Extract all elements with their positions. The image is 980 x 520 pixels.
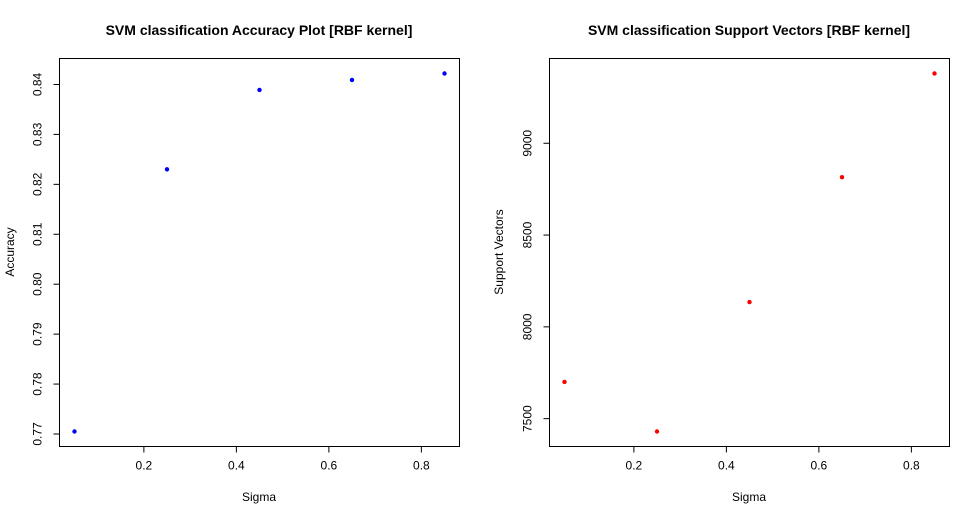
support-vectors-data-point [654,429,660,434]
support-vectors-data-point [839,175,845,180]
accuracy-y-tick-label: 0.84 [31,72,45,96]
accuracy-x-axis: 0.2 0.4 0.6 0.8 [136,446,430,473]
accuracy-data-points [72,71,447,434]
accuracy-y-tick-label: 0.77 [31,422,45,446]
accuracy-data-point [72,429,77,434]
accuracy-x-tick-label: 0.8 [413,459,430,473]
accuracy-plot-frame [59,58,460,447]
support-vectors-x-axis-title: Sigma [732,490,766,504]
accuracy-data-point [257,87,262,93]
accuracy-data-point [349,77,355,83]
accuracy-plot-panel: SVM classification Accuracy Plot [RBF ke… [3,22,460,504]
accuracy-y-tick-label: 0.83 [31,122,45,146]
accuracy-y-tick-label: 0.81 [31,222,45,246]
support-vectors-y-axis-title: Support Vectors [492,209,506,294]
accuracy-plot-title: SVM classification Accuracy Plot [RBF ke… [106,22,413,38]
accuracy-y-axis-title: Accuracy [3,227,17,276]
accuracy-y-axis: 0.77 0.78 0.79 0.80 0.81 0.82 0.83 0.84 [31,72,60,446]
accuracy-x-axis-title: Sigma [242,490,276,504]
support-vectors-y-tick-label: 8500 [521,221,535,248]
support-vectors-data-point [747,299,752,305]
support-vectors-plot-panel: SVM classification Support Vectors [RBF … [492,22,950,504]
support-vectors-x-axis: 0.2 0.4 0.6 0.8 [626,446,920,473]
accuracy-data-point [442,71,447,76]
support-vectors-x-tick-label: 0.8 [903,459,920,473]
support-vectors-x-tick-label: 0.4 [718,459,735,473]
accuracy-y-tick-label: 0.79 [31,322,45,346]
support-vectors-x-tick-label: 0.2 [626,459,643,473]
support-vectors-data-point [932,71,937,76]
support-vectors-data-point [562,379,567,385]
support-vectors-data-points [562,71,937,434]
accuracy-y-tick-label: 0.82 [31,172,45,196]
support-vectors-y-tick-label: 8000 [521,313,535,340]
accuracy-x-tick-label: 0.2 [136,459,153,473]
accuracy-x-tick-label: 0.4 [228,459,245,473]
accuracy-x-tick-label: 0.6 [321,459,338,473]
support-vectors-plot-title: SVM classification Support Vectors [RBF … [588,22,910,38]
accuracy-y-tick-label: 0.80 [31,272,45,296]
support-vectors-y-axis: 7500 8000 8500 9000 [521,130,550,432]
support-vectors-plot-frame [549,58,950,447]
support-vectors-y-tick-label: 9000 [521,130,535,157]
accuracy-data-point [164,167,170,172]
support-vectors-y-tick-label: 7500 [521,405,535,432]
support-vectors-x-tick-label: 0.6 [811,459,828,473]
accuracy-y-tick-label: 0.78 [31,372,45,396]
